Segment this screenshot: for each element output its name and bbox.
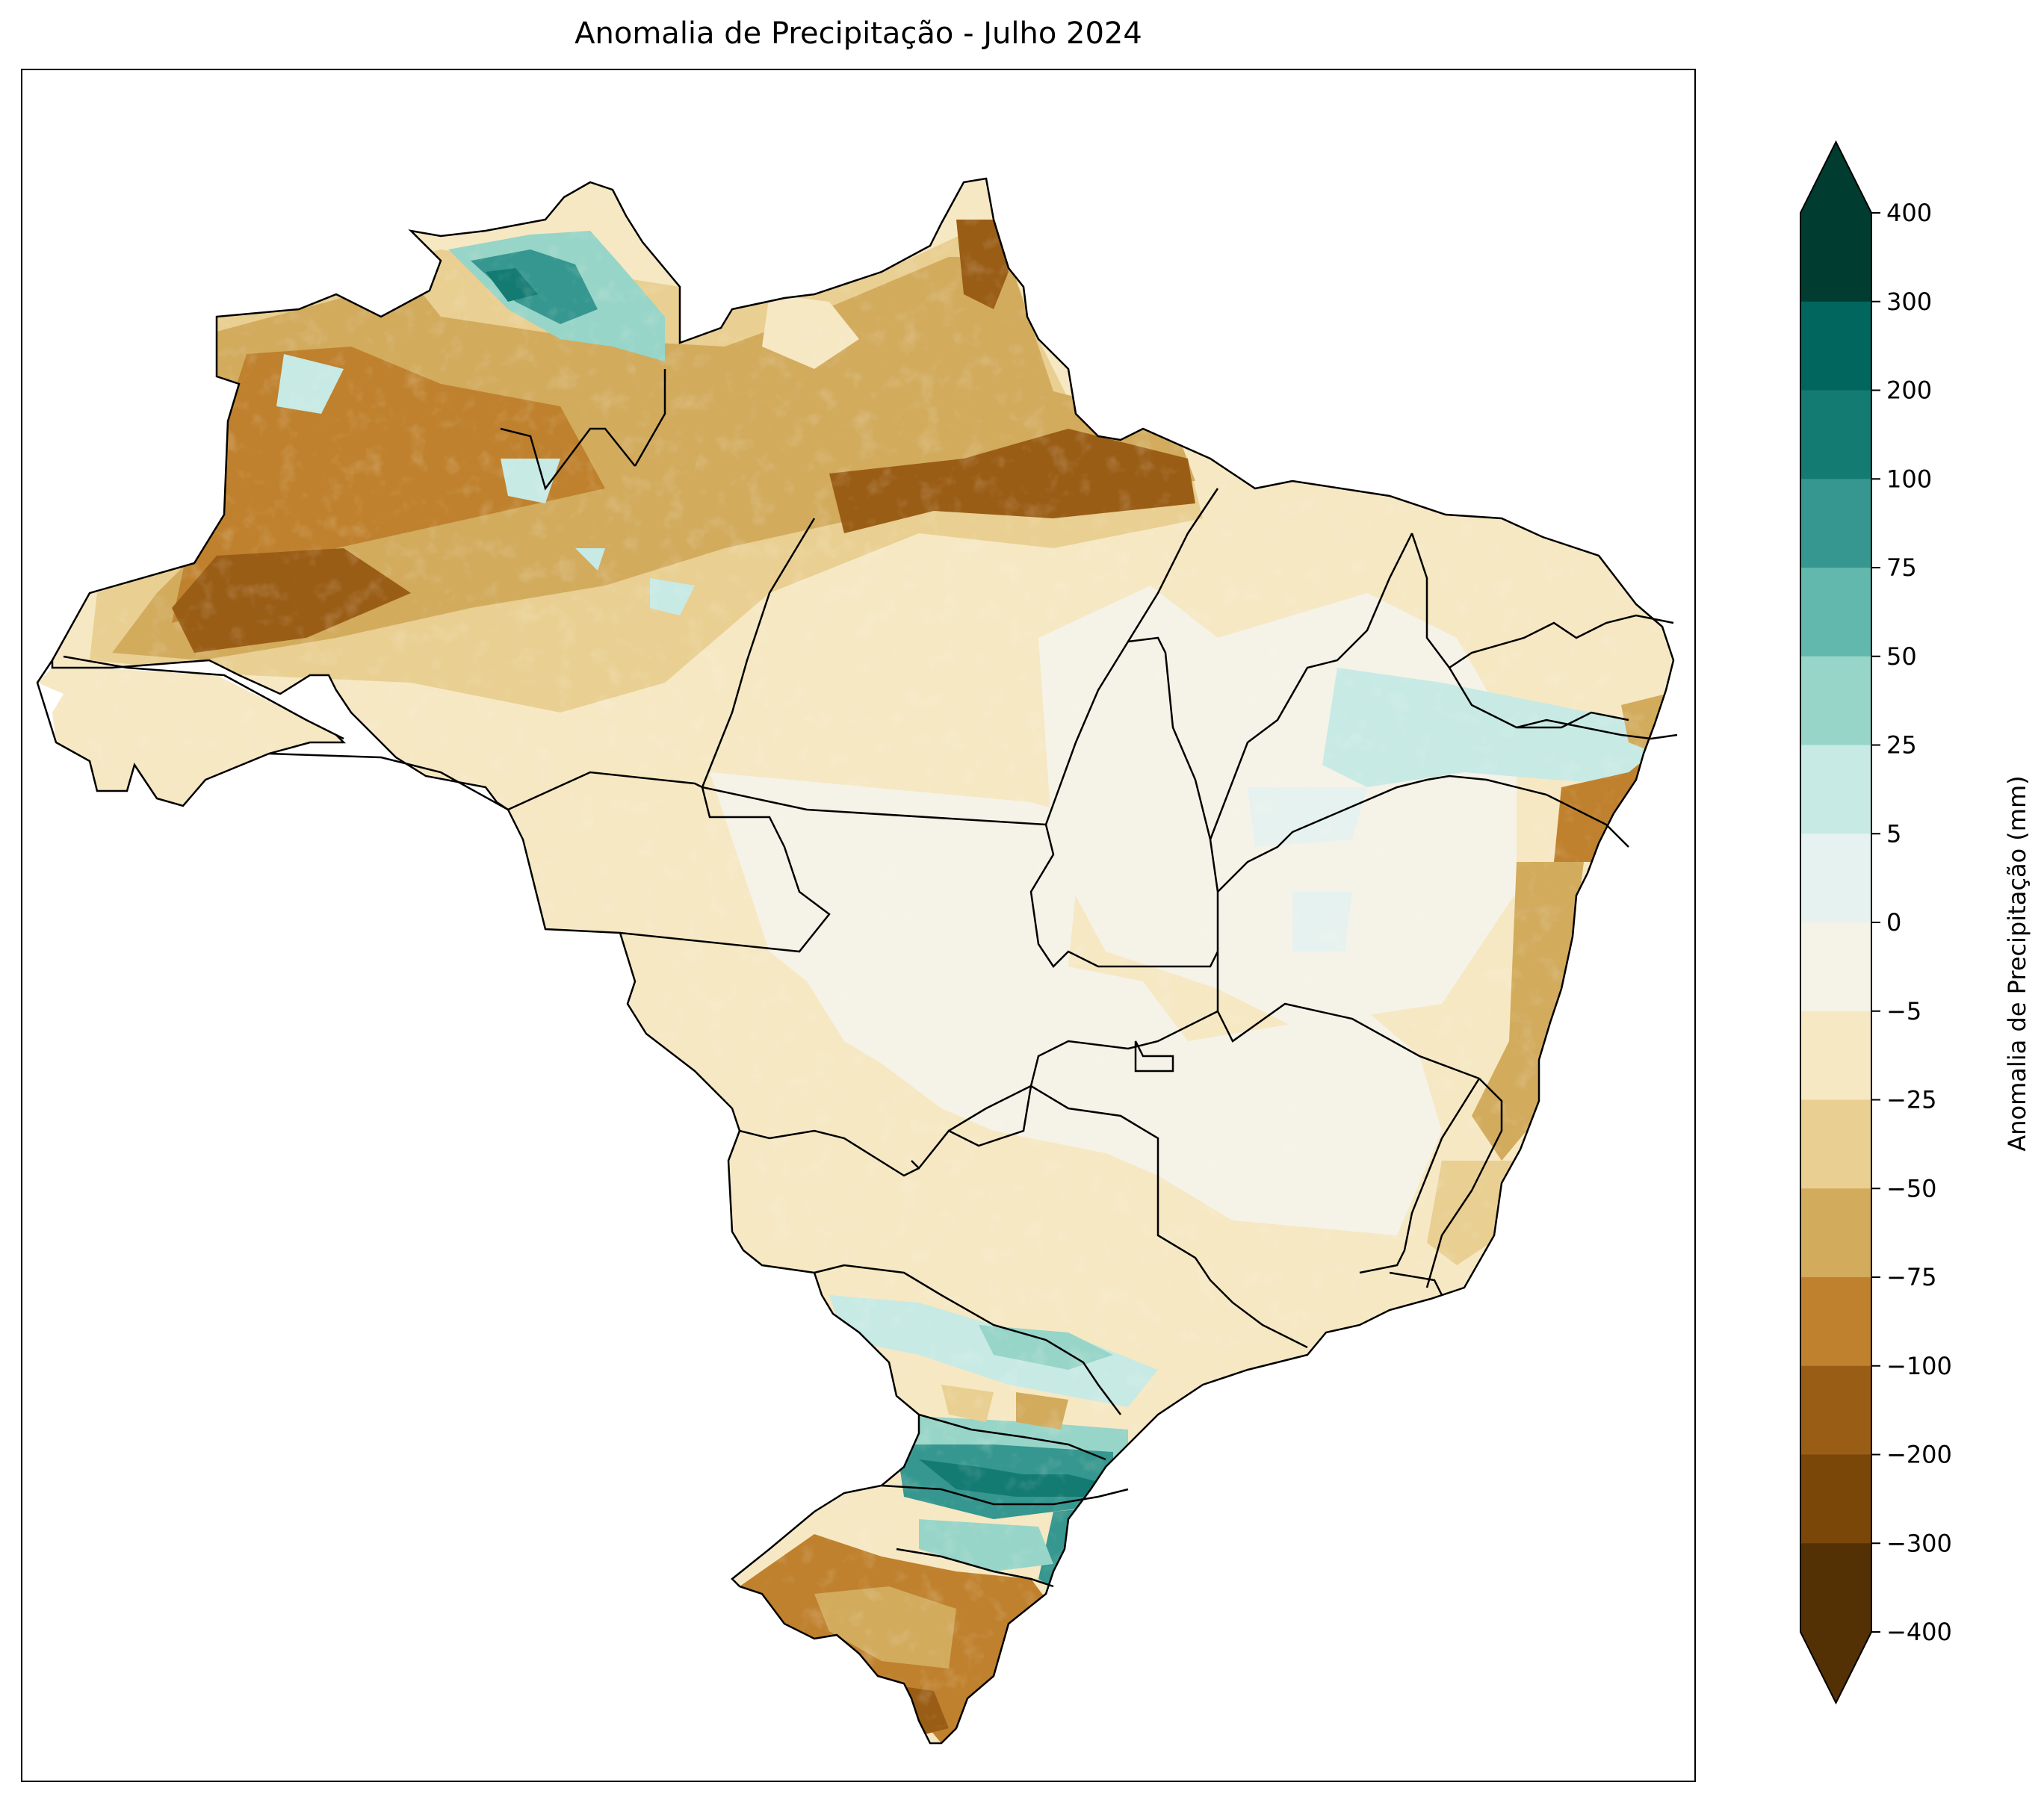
state-borders — [63, 369, 1678, 1588]
brazil-outline — [36, 177, 1675, 1745]
colorbar-block — [1800, 1277, 1871, 1367]
colorbar-tick-label: −25 — [1886, 1086, 1937, 1114]
colorbar-tick-label: −400 — [1886, 1618, 1952, 1646]
colorbar-block — [1800, 1454, 1871, 1544]
colorbar-tick-label: −50 — [1886, 1174, 1937, 1202]
colorbar-tick-label: 300 — [1886, 288, 1932, 316]
colorbar-tick-label: 25 — [1886, 731, 1917, 760]
colorbar-tick-label: −300 — [1886, 1529, 1952, 1557]
colorbar-block — [1800, 390, 1871, 480]
colorbar-block — [1800, 1543, 1871, 1633]
map-title: Anomalia de Precipitação - Julho 2024 — [575, 16, 1142, 51]
colorbar-block — [1800, 1099, 1871, 1189]
colorbar-tick-label: −5 — [1886, 997, 1921, 1025]
colorbar-tick-label: 0 — [1886, 908, 1901, 937]
colorbar-tick-label: 400 — [1886, 199, 1932, 227]
colorbar-block — [1800, 922, 1871, 1012]
colorbar-block — [1800, 1365, 1871, 1455]
colorbar-block — [1800, 479, 1871, 568]
colorbar-block — [1800, 213, 1871, 302]
colorbar-tick-label: 100 — [1886, 465, 1932, 493]
colorbar-extend-max — [1800, 142, 1871, 213]
map-frame — [21, 69, 1696, 1782]
colorbar-tick-label: 75 — [1886, 553, 1917, 582]
colorbar-tick-label: 200 — [1886, 376, 1932, 405]
colorbar-block — [1800, 568, 1871, 657]
colorbar-block — [1800, 834, 1871, 923]
colorbar-tick-label: −75 — [1886, 1263, 1937, 1291]
colorbar-block — [1800, 1011, 1871, 1100]
precipitation-anomaly-map — [36, 177, 1678, 1745]
colorbar-tick-label: −100 — [1886, 1352, 1952, 1380]
colorbar-extend-min — [1800, 1632, 1871, 1703]
colorbar-blocks — [1800, 140, 1872, 1705]
colorbar-label: Anomalia de Precipitação (mm) — [2003, 775, 2031, 1152]
colorbar-block — [1800, 1188, 1871, 1278]
anomaly-field — [37, 179, 1673, 1743]
colorbar-tick-label: −200 — [1886, 1441, 1952, 1469]
colorbar-tick-label: 5 — [1886, 819, 1901, 848]
colorbar-ticks: 40030020010075502550−5−25−50−75−100−200−… — [1871, 199, 1952, 1646]
colorbar-tick-label: 50 — [1886, 642, 1917, 671]
colorbar: 40030020010075502550−5−25−50−75−100−200−… — [1800, 140, 1952, 1705]
colorbar-block — [1800, 745, 1871, 834]
colorbar-block — [1800, 656, 1871, 745]
colorbar-block — [1800, 301, 1871, 391]
